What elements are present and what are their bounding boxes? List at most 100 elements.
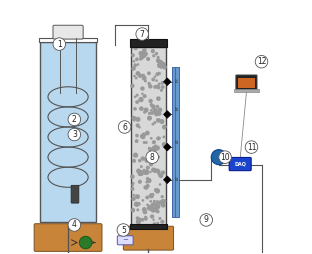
Circle shape (131, 209, 134, 212)
Circle shape (158, 156, 159, 158)
Circle shape (134, 202, 138, 206)
FancyBboxPatch shape (172, 67, 178, 217)
Circle shape (141, 134, 144, 138)
Circle shape (132, 54, 134, 56)
Circle shape (150, 171, 151, 172)
Circle shape (159, 184, 161, 185)
Circle shape (144, 218, 147, 220)
Polygon shape (163, 78, 171, 86)
Circle shape (154, 200, 155, 202)
Circle shape (141, 157, 144, 160)
Circle shape (136, 28, 149, 40)
Circle shape (158, 83, 160, 85)
Circle shape (153, 169, 157, 172)
FancyBboxPatch shape (131, 46, 166, 228)
Circle shape (159, 174, 163, 177)
Circle shape (147, 166, 149, 169)
Circle shape (162, 204, 163, 205)
Circle shape (145, 187, 148, 189)
Circle shape (144, 186, 147, 189)
Circle shape (143, 208, 146, 211)
Circle shape (149, 85, 152, 88)
Circle shape (143, 171, 146, 174)
Circle shape (156, 190, 159, 193)
Text: DAQ: DAQ (234, 162, 246, 167)
Circle shape (132, 183, 134, 184)
Circle shape (219, 151, 232, 163)
Circle shape (161, 196, 163, 198)
Circle shape (144, 171, 146, 174)
Circle shape (148, 83, 150, 85)
Circle shape (146, 131, 149, 135)
Circle shape (150, 208, 153, 211)
Circle shape (132, 67, 135, 70)
Circle shape (136, 124, 139, 127)
Circle shape (211, 150, 226, 165)
Circle shape (149, 194, 153, 198)
Circle shape (134, 75, 135, 77)
Circle shape (137, 209, 139, 211)
FancyBboxPatch shape (129, 224, 167, 229)
Circle shape (156, 105, 158, 107)
Circle shape (142, 200, 144, 201)
Text: 11: 11 (247, 142, 256, 152)
Circle shape (142, 51, 146, 55)
FancyBboxPatch shape (129, 39, 167, 46)
Circle shape (159, 137, 160, 139)
Circle shape (158, 172, 160, 175)
Circle shape (161, 203, 165, 207)
Circle shape (154, 76, 155, 77)
Circle shape (157, 86, 160, 89)
Circle shape (157, 59, 160, 62)
FancyBboxPatch shape (117, 236, 133, 245)
Circle shape (200, 214, 212, 226)
Circle shape (143, 210, 147, 214)
Circle shape (142, 133, 145, 136)
Circle shape (139, 74, 142, 77)
Circle shape (136, 140, 138, 142)
Circle shape (151, 138, 152, 139)
Circle shape (137, 169, 140, 172)
Circle shape (149, 100, 152, 103)
Circle shape (148, 72, 150, 74)
Circle shape (132, 197, 135, 200)
Circle shape (144, 111, 146, 113)
Circle shape (131, 188, 134, 190)
Circle shape (144, 142, 145, 143)
Circle shape (159, 218, 161, 219)
Circle shape (142, 53, 146, 57)
Circle shape (139, 173, 141, 175)
Text: l₂: l₂ (175, 107, 179, 112)
Circle shape (68, 128, 80, 141)
Circle shape (146, 185, 149, 187)
Circle shape (147, 204, 148, 206)
Circle shape (144, 53, 147, 55)
Circle shape (147, 179, 151, 182)
Circle shape (143, 210, 145, 211)
Circle shape (158, 108, 162, 112)
Circle shape (146, 142, 147, 143)
Circle shape (162, 171, 164, 174)
Circle shape (152, 105, 155, 108)
Circle shape (161, 200, 165, 204)
Circle shape (144, 108, 148, 112)
Circle shape (136, 134, 138, 137)
Circle shape (154, 86, 156, 88)
Circle shape (158, 66, 160, 67)
Circle shape (163, 143, 166, 146)
Polygon shape (163, 143, 171, 151)
Circle shape (156, 112, 158, 114)
Circle shape (139, 160, 141, 162)
Circle shape (139, 98, 143, 102)
Text: 9: 9 (204, 215, 209, 225)
Circle shape (155, 53, 158, 55)
Circle shape (158, 72, 160, 74)
Circle shape (149, 147, 150, 149)
Circle shape (155, 112, 158, 116)
Circle shape (134, 119, 135, 121)
Circle shape (154, 223, 156, 225)
Circle shape (154, 122, 156, 123)
Circle shape (156, 146, 159, 150)
Circle shape (133, 195, 134, 196)
Text: 1: 1 (57, 40, 62, 49)
